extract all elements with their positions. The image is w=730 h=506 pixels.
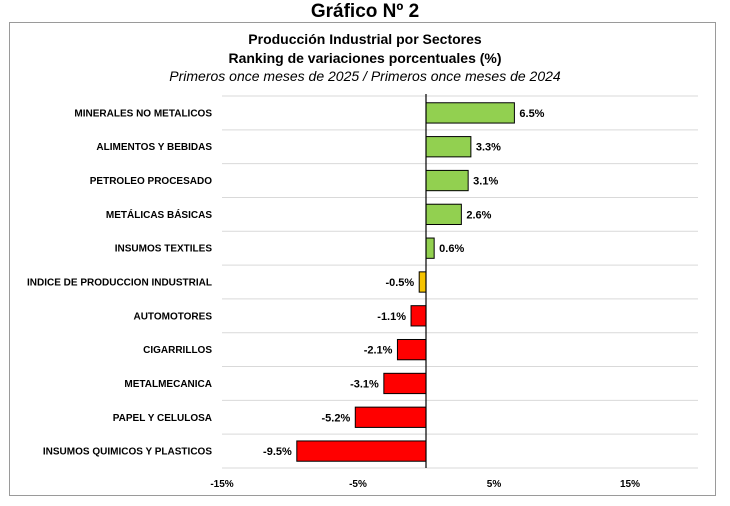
data-label: -9.5%: [263, 446, 292, 458]
category-label: METÁLICAS BÁSICAS: [106, 208, 212, 221]
data-label: -3.1%: [350, 378, 379, 390]
bar: [425, 237, 435, 259]
category-label: PAPEL Y CELULOSA: [113, 413, 212, 424]
data-label: -5.2%: [322, 412, 351, 424]
x-tick-label: 5%: [487, 479, 502, 490]
bar: [354, 406, 427, 428]
page-title: Gráfico Nº 2: [310, 1, 420, 22]
data-label: 3.3%: [476, 142, 501, 154]
bar: [425, 169, 469, 192]
chart-subtitle: Ranking de variaciones porcentuales (%): [228, 50, 502, 66]
data-label: 3.1%: [473, 176, 498, 188]
bar: [425, 102, 515, 124]
data-label: -2.1%: [364, 345, 393, 357]
category-label: ALIMENTOS Y BEBIDAS: [96, 142, 212, 153]
bar: [425, 203, 462, 226]
x-tick-label: -15%: [210, 479, 233, 490]
chart-period-subtitle: Primeros once meses de 2025 / Primeros o…: [169, 68, 561, 84]
data-label: -0.5%: [385, 277, 414, 289]
bar: [418, 271, 427, 293]
data-label: 0.6%: [439, 243, 464, 255]
data-label: 6.5%: [519, 108, 544, 120]
category-label: CIGARRILLOS: [143, 345, 212, 356]
x-tick-label: -5%: [349, 479, 367, 490]
x-tick-label: 15%: [620, 479, 640, 490]
category-label: INSUMOS TEXTILES: [115, 244, 213, 255]
category-label: INSUMOS QUIMICOS Y PLASTICOS: [43, 447, 212, 458]
category-label: AUTOMOTORES: [133, 311, 212, 322]
bar: [410, 305, 427, 327]
chart-title: Producción Industrial por Sectores: [248, 31, 482, 47]
data-label: 2.6%: [466, 209, 491, 221]
bar: [425, 136, 472, 158]
category-label: PETROLEO PROCESADO: [90, 176, 212, 187]
category-label: INDICE DE PRODUCCION INDUSTRIAL: [27, 278, 212, 289]
bar: [383, 372, 427, 395]
bar: [296, 440, 427, 462]
category-label: METALMECANICA: [124, 379, 212, 390]
bar: [396, 338, 427, 361]
category-label: MINERALES NO METALICOS: [74, 108, 212, 119]
data-label: -1.1%: [377, 311, 406, 323]
